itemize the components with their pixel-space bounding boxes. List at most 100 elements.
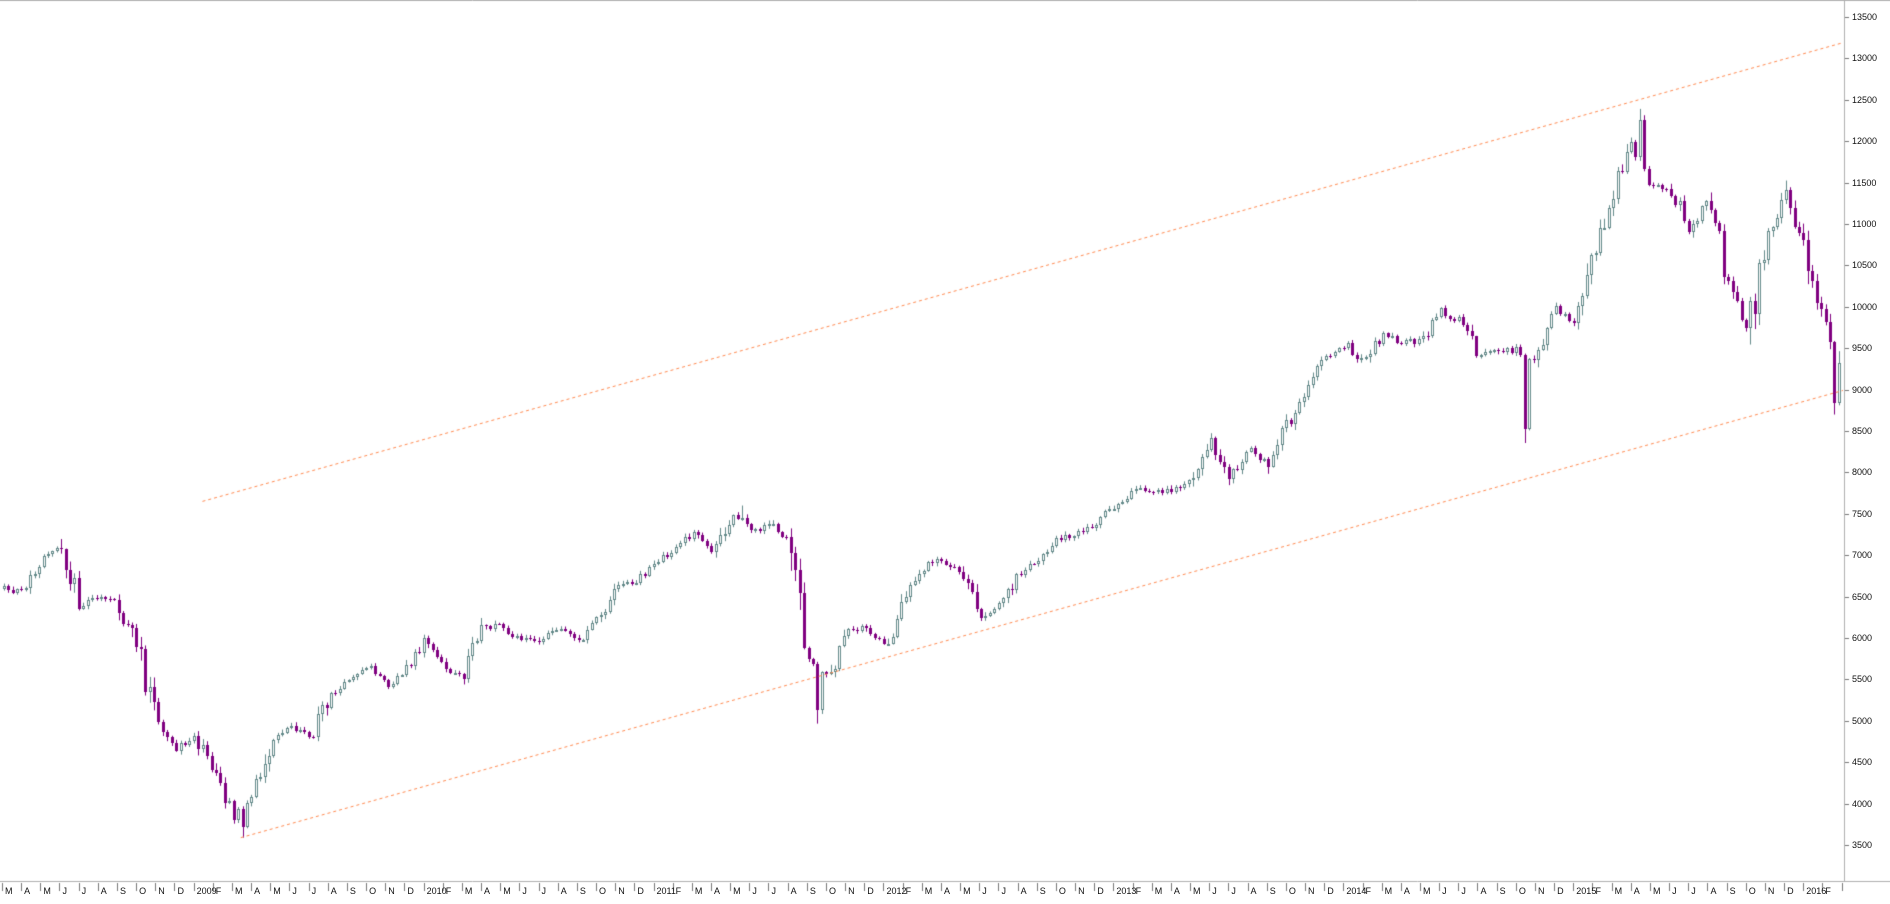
time-axis-label: 2009 — [196, 886, 217, 896]
price-axis-label: 11500 — [1852, 177, 1877, 188]
time-axis-label: J — [62, 886, 67, 896]
time-axis-label: J — [752, 886, 757, 896]
time-axis-label: 2015 — [1576, 886, 1597, 896]
time-axis-label: F — [1595, 886, 1601, 896]
time-axis-label: M — [5, 886, 13, 896]
time-axis-label: 2016 — [1806, 886, 1827, 896]
time-axis-label: A — [1250, 886, 1257, 896]
price-axis-label: 7500 — [1852, 508, 1873, 519]
price-axis-label: 3500 — [1852, 840, 1873, 850]
price-axis-label: 5000 — [1852, 715, 1873, 726]
time-axis-label: N — [1308, 886, 1315, 896]
time-axis-label: A — [24, 886, 31, 896]
time-axis-label: N — [618, 886, 625, 896]
time-axis-label: S — [809, 886, 816, 896]
time-axis-label: A — [1173, 886, 1180, 896]
time-axis-label: S — [1729, 886, 1736, 896]
time-axis-label: M — [1423, 886, 1431, 896]
time-axis-label: A — [714, 886, 721, 896]
time-axis[interactable]: M A M J J A S O N D 2009 F M A M J J A S O N D 2010 F M A M J J A S O N D… — [0, 882, 1890, 904]
time-axis-label: J — [522, 886, 527, 896]
time-axis-label: 2012 — [886, 886, 907, 896]
price-axis-label: 13500 — [1852, 12, 1878, 22]
time-axis-label: D — [1787, 886, 1794, 896]
price-axis-label: 7000 — [1852, 550, 1873, 561]
price-axis-label: 5500 — [1852, 674, 1873, 685]
price-axis-label: 11000 — [1852, 219, 1877, 229]
time-axis-label: M — [963, 886, 971, 896]
time-axis-label: M — [1193, 886, 1201, 896]
time-axis-label: J — [982, 886, 987, 896]
price-axis-label: 4500 — [1852, 757, 1873, 768]
time-axis-label: N — [848, 886, 855, 896]
time-axis-label: J — [771, 886, 776, 896]
time-axis-label: J — [292, 886, 297, 896]
price-axis-label: 12000 — [1852, 136, 1878, 147]
price-axis-label: 6500 — [1852, 591, 1873, 602]
time-axis-label: F — [1365, 886, 1372, 896]
time-axis-label: S — [1269, 886, 1276, 896]
time-axis-label: J — [311, 886, 317, 896]
time-axis-label: M — [1652, 886, 1661, 896]
time-axis-label: O — [1288, 886, 1296, 896]
time-axis-label: A — [254, 886, 261, 896]
time-axis-label: N — [1537, 886, 1545, 896]
time-axis-label: J — [1461, 886, 1466, 896]
price-axis-label: 10500 — [1852, 260, 1878, 271]
time-axis-label: O — [1518, 886, 1526, 896]
time-axis-label: J — [1672, 886, 1677, 896]
time-axis-label: M — [1384, 886, 1393, 896]
time-axis-label: A — [1020, 886, 1027, 896]
time-axis-label: D — [867, 886, 874, 896]
time-axis-label: S — [579, 886, 586, 896]
time-axis-label: N — [1767, 886, 1775, 896]
time-axis-label: J — [541, 886, 547, 896]
time-axis-label: J — [1001, 886, 1006, 896]
time-axis-label: A — [1403, 886, 1410, 896]
time-axis-label: S — [1039, 886, 1046, 896]
time-axis-label: J — [81, 886, 87, 896]
time-axis-label: D — [1327, 886, 1334, 896]
time-axis-label: F — [1135, 886, 1142, 896]
time-axis-label: A — [1480, 886, 1487, 896]
price-axis-label: 8500 — [1852, 426, 1873, 436]
time-axis-label: 2010 — [426, 886, 447, 896]
time-axis-label: M — [234, 886, 243, 896]
time-axis-label: 2014 — [1346, 886, 1367, 896]
time-axis-label: A — [790, 886, 797, 896]
price-axis-label: 8000 — [1852, 467, 1873, 478]
time-axis-label: F — [1825, 886, 1831, 896]
price-axis-label: 4000 — [1852, 798, 1873, 809]
time-axis-label: D — [177, 886, 184, 896]
price-axis-label: 9000 — [1852, 384, 1873, 395]
time-axis-label: M — [273, 886, 281, 896]
time-axis-label: M — [503, 886, 511, 896]
time-axis-label: O — [369, 886, 377, 896]
time-axis-label: A — [943, 886, 950, 896]
time-axis-label: M — [924, 886, 933, 896]
time-axis-label: F — [905, 886, 912, 896]
time-axis-label: F — [675, 886, 682, 896]
time-axis-label: D — [407, 886, 414, 896]
price-axis[interactable]: 13500 13000 12500 12000 11500 11000 10500 10000… — [1845, 0, 1890, 882]
time-axis-label: D — [637, 886, 644, 896]
time-axis-label: A — [330, 886, 337, 896]
time-axis-label: J — [1231, 886, 1236, 896]
time-axis-label: D — [1557, 886, 1564, 896]
time-axis-label: M — [1154, 886, 1163, 896]
time-axis-label: F — [215, 886, 222, 896]
time-axis-label: A — [560, 886, 567, 896]
time-axis-label: O — [1748, 886, 1756, 896]
time-axis-label: J — [1442, 886, 1447, 896]
time-axis-label: D — [1097, 886, 1104, 896]
time-axis-label: O — [828, 886, 836, 896]
time-axis-label: J — [1691, 886, 1696, 896]
time-axis-label: A — [484, 886, 491, 896]
time-axis-label: M — [43, 886, 51, 896]
time-axis-label: M — [694, 886, 703, 896]
time-axis-label: O — [139, 886, 147, 896]
time-axis-label: O — [1058, 886, 1066, 896]
time-axis-label: S — [349, 886, 356, 896]
